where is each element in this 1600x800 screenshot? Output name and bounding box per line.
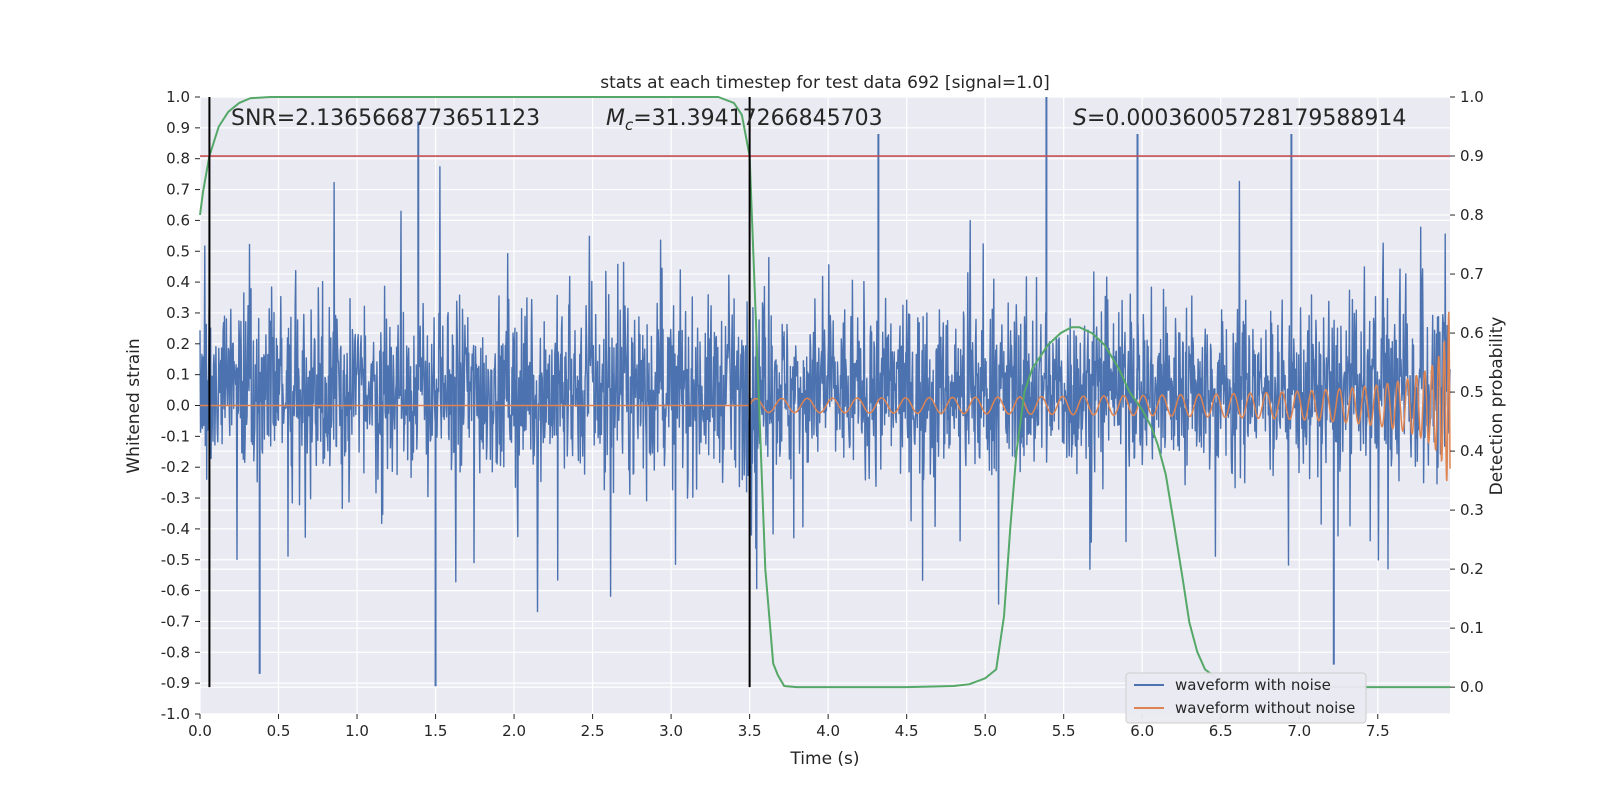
s-value: =0.00036005728179588914 (1087, 106, 1406, 131)
x-tick-label: 3.5 (738, 722, 762, 740)
x-tick-label: 7.0 (1287, 722, 1311, 740)
series-detection-probability (199, 96, 1450, 689)
legend-label-noise: waveform with noise (1175, 676, 1331, 694)
y-tick-label-left: 0.0 (166, 397, 190, 415)
clean-waveform-line (200, 311, 1451, 482)
x-tick-label: 0.5 (267, 722, 291, 740)
y-tick-label-right: 0.8 (1460, 206, 1484, 224)
y-tick-label-right: 0.0 (1460, 678, 1484, 696)
y-tick-label-right: 0.9 (1460, 147, 1484, 165)
snr-annotation: SNR=2.1365668773651123 (231, 106, 540, 131)
chart-title: stats at each timestep for test data 692… (600, 73, 1050, 93)
x-tick-label: 2.5 (581, 722, 605, 740)
x-tick-label: 5.5 (1052, 722, 1076, 740)
s-symbol: S (1073, 106, 1087, 131)
series-waveform-with-noise (199, 166, 1451, 613)
legend: waveform with noise waveform without noi… (1125, 672, 1367, 724)
x-tick-label: 1.0 (345, 722, 369, 740)
y-tick-label-left: 0.4 (166, 273, 190, 291)
x-tick-label: 7.5 (1366, 722, 1390, 740)
x-tick-label: 5.0 (973, 722, 997, 740)
y-tick-label-left: -0.3 (161, 489, 190, 507)
y-tick-label-left: 0.3 (166, 304, 190, 322)
noise-series-waveform-with-noise (199, 97, 1451, 687)
x-tick-label: 4.5 (895, 722, 919, 740)
y-tick-label-right: 1.0 (1460, 88, 1484, 106)
y-tick-label-left: -0.4 (161, 520, 190, 538)
x-tick-label: 2.0 (502, 722, 526, 740)
y-tick-label-left: -0.8 (161, 643, 190, 661)
y-tick-label-left: 0.7 (166, 181, 190, 199)
y-tick-label-right: 0.4 (1460, 442, 1484, 460)
legend-box (1125, 672, 1367, 724)
x-tick-label: 4.0 (816, 722, 840, 740)
y-tick-label-left: -0.6 (161, 582, 190, 600)
ticks: 0.0 0.5 1.0 1.5 2.0 2.5 3.0 3.5 4.0 4.5 5.0 5.5 6.0 6… (161, 88, 1484, 740)
y-tick-label-left: -0.2 (161, 458, 190, 476)
y-axis-label-right: Detection probability (1487, 317, 1507, 496)
x-tick-label: 1.5 (424, 722, 448, 740)
y-tick-label-left: 1.0 (166, 88, 190, 106)
y-axis-label-left: Whitened strain (124, 338, 144, 473)
x-tick-label: 0.0 (188, 722, 212, 740)
detection-probability-line (199, 96, 1450, 689)
y-tick-label-left: 0.1 (166, 366, 190, 384)
y-tick-label-left: 0.8 (166, 150, 190, 168)
y-tick-label-left: -0.7 (161, 612, 190, 630)
x-axis-label: Time (s) (789, 749, 859, 769)
s-annotation: S=0.00036005728179588914 (1073, 106, 1406, 131)
y-tick-label-left: 0.9 (166, 119, 190, 137)
chirp-mass-annotation: Mc=31.39417266845703 (606, 106, 883, 134)
y-tick-label-right: 0.7 (1460, 265, 1484, 283)
y-tick-label-right: 0.1 (1460, 619, 1484, 637)
y-tick-label-left: 0.6 (166, 211, 190, 229)
y-tick-label-left: 0.5 (166, 242, 190, 260)
y-tick-label-right: 0.6 (1460, 324, 1484, 342)
x-tick-label: 3.0 (659, 722, 683, 740)
y-tick-label-right: 0.3 (1460, 501, 1484, 519)
y-tick-label-right: 0.5 (1460, 383, 1484, 401)
y-tick-label-left: 0.2 (166, 335, 190, 353)
legend-label-clean: waveform without noise (1175, 699, 1355, 717)
x-tick-label: 6.0 (1130, 722, 1154, 740)
y-tick-label-right: 0.2 (1460, 560, 1484, 578)
chirp-mass-symbol: M (606, 106, 625, 131)
x-tick-label: 6.5 (1209, 722, 1233, 740)
y-tick-label-left: -0.1 (161, 427, 190, 445)
chirp-mass-value: =31.39417266845703 (633, 106, 882, 131)
series-waveform-without-noise (200, 311, 1451, 482)
y-tick-label-left: -1.0 (161, 705, 190, 723)
chirp-mass-subscript: c (625, 116, 634, 134)
markers (200, 97, 1450, 688)
y-tick-label-left: -0.5 (161, 551, 190, 569)
y-tick-label-left: -0.9 (161, 674, 190, 692)
